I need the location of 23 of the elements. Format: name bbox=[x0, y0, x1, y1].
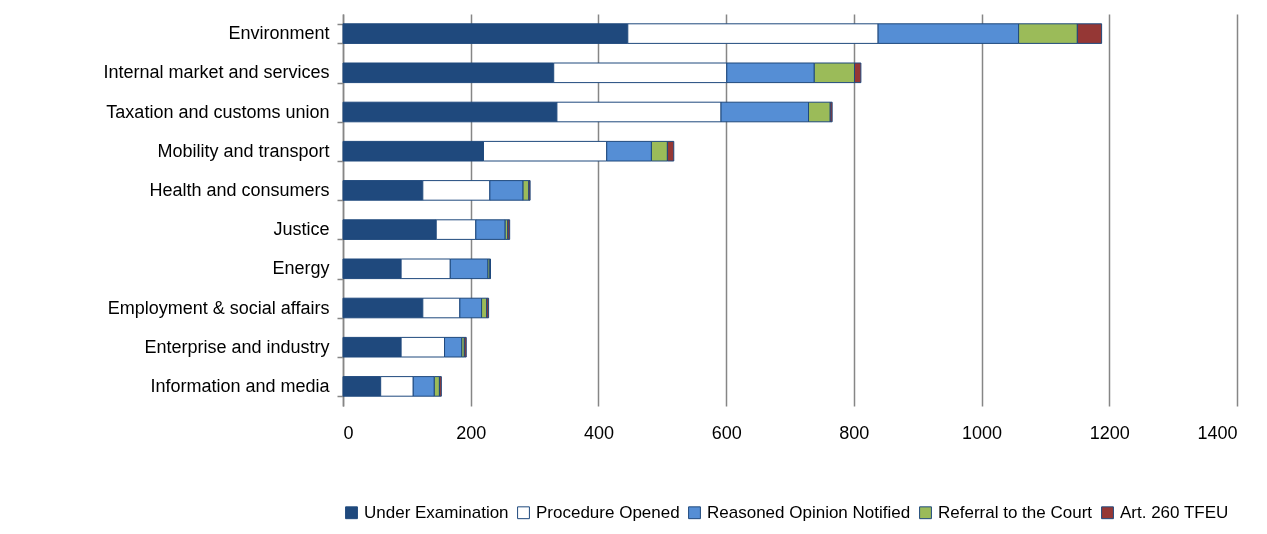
y-tick-label: Justice bbox=[273, 219, 330, 240]
x-tick-label: 1400 bbox=[1197, 422, 1238, 443]
legend-label: Procedure Opened bbox=[536, 502, 680, 522]
x-tick-label: 600 bbox=[711, 422, 742, 443]
y-tick-label: Internal market and services bbox=[103, 62, 330, 83]
x-tick-label: 1000 bbox=[962, 422, 1003, 443]
legend-label: Referral to the Court bbox=[938, 502, 1093, 522]
x-tick-label: 200 bbox=[456, 422, 487, 443]
y-tick-label: Information and media bbox=[150, 375, 331, 396]
x-tick-label: 800 bbox=[839, 422, 870, 443]
y-tick-label: Taxation and customs union bbox=[106, 101, 330, 122]
x-tick-label: 0 bbox=[343, 422, 354, 443]
legend-label: Under Examination bbox=[364, 502, 509, 522]
legend-label: Reasoned Opinion Notified bbox=[707, 502, 911, 522]
y-tick-label: Enterprise and industry bbox=[144, 336, 330, 357]
x-tick-label: 1200 bbox=[1089, 422, 1130, 443]
y-tick-label: Employment & social affairs bbox=[107, 297, 330, 318]
y-tick-label: Health and consumers bbox=[149, 179, 330, 200]
y-tick-label: Energy bbox=[272, 258, 330, 279]
y-tick-label: Environment bbox=[228, 23, 330, 44]
x-tick-label: 400 bbox=[583, 422, 614, 443]
y-tick-label: Mobility and transport bbox=[157, 140, 330, 161]
legend-label: Art. 260 TFEU bbox=[1120, 502, 1229, 522]
